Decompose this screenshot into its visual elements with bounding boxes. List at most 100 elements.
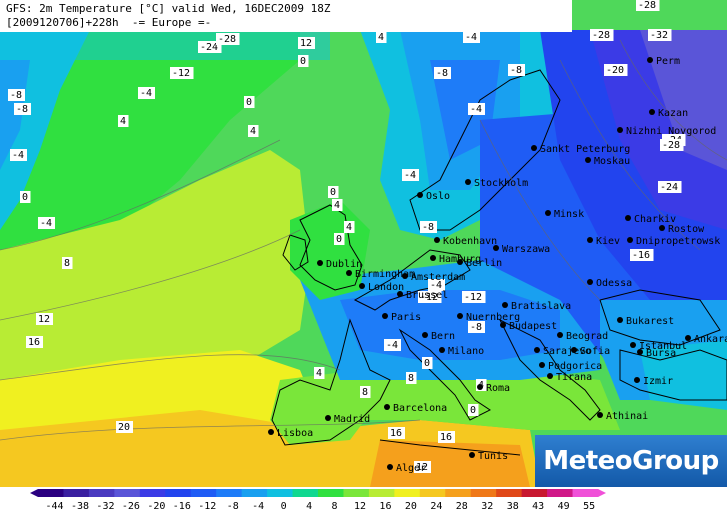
city-label: Athinai xyxy=(606,411,648,422)
isotherm-label: -24 xyxy=(200,42,218,53)
isotherm-label: -8 xyxy=(10,90,22,101)
city-label: Bern xyxy=(431,331,455,342)
scale-swatch xyxy=(139,489,166,497)
isotherm-label: -28 xyxy=(218,34,236,45)
isotherm-label: -16 xyxy=(632,250,650,261)
isotherm-label-box xyxy=(8,89,25,101)
isotherm-label-box xyxy=(38,217,55,229)
logo-text: MeteoGroup xyxy=(543,446,719,476)
temperature-map: 412-24-28-12-40-8-440-8-4048121620-28-32… xyxy=(0,0,727,487)
isotherm-label-box xyxy=(14,103,31,115)
city-dot xyxy=(325,415,331,421)
isotherm-label-box xyxy=(26,336,43,348)
atlantic-green-field xyxy=(0,30,300,270)
city-dot xyxy=(493,245,499,251)
city-label: Izmir xyxy=(643,376,673,387)
scale-label: 28 xyxy=(456,501,468,511)
meteogroup-logo: MeteoGroup xyxy=(535,435,727,487)
city-label: Stockholm xyxy=(474,178,528,189)
isotherm-label-box xyxy=(636,0,660,11)
isotherm-label-box xyxy=(420,221,437,233)
scale-swatch xyxy=(38,489,64,497)
city-dot xyxy=(617,127,623,133)
city-label: Rostow xyxy=(668,224,705,235)
city-label: Tunis xyxy=(478,451,508,462)
coastlines xyxy=(271,69,727,456)
scale-swatch xyxy=(88,489,115,497)
scale-label: 0 xyxy=(281,501,287,511)
isotherm-label-box xyxy=(468,103,485,115)
isotherm-label-box xyxy=(590,29,614,41)
isotherm-label-box xyxy=(438,431,455,443)
isotherm-label: 12 xyxy=(300,38,312,49)
city-label: Alger xyxy=(396,463,426,474)
isotherm-label-box xyxy=(216,33,240,45)
isotherm-label: -4 xyxy=(140,88,152,99)
isotherm-label: 20 xyxy=(118,422,130,433)
city-label: Perm xyxy=(656,56,680,67)
saharan-orange-field xyxy=(370,440,530,487)
isotherm-label: 8 xyxy=(408,373,414,384)
scale-label: -32 xyxy=(96,501,114,511)
city-dot xyxy=(477,384,483,390)
scale-label: -26 xyxy=(122,501,140,511)
scale-swatch xyxy=(165,489,192,497)
isotherm-label-box xyxy=(384,339,401,351)
scale-swatch xyxy=(547,489,574,497)
isotherm-label-box xyxy=(422,357,433,369)
isotherm-label-box xyxy=(298,37,315,49)
city-label: Milano xyxy=(448,346,484,357)
city-dot xyxy=(685,335,691,341)
city-dot xyxy=(649,109,655,115)
city-dot xyxy=(397,291,403,297)
isotherm-label-box xyxy=(630,249,654,261)
isotherm-label: -28 xyxy=(592,30,610,41)
scale-label: -12 xyxy=(198,501,216,511)
city-label: Birmingham xyxy=(355,269,415,280)
city-dot xyxy=(382,313,388,319)
city-label: Odessa xyxy=(596,278,632,289)
isotherm-label-box xyxy=(402,169,419,181)
city-dot xyxy=(430,255,436,261)
isotherm-label-box xyxy=(248,125,259,137)
scale-swatch xyxy=(470,489,497,497)
scale-label: 12 xyxy=(354,501,366,511)
isotherm-label: -8 xyxy=(470,322,482,333)
isotherm-label: -8 xyxy=(436,68,448,79)
isotherm-label: -12 xyxy=(172,68,190,79)
city-label: Charkiv xyxy=(634,214,676,225)
scale-swatches xyxy=(30,489,606,497)
city-dot xyxy=(627,237,633,243)
isotherm-label: -4 xyxy=(386,340,398,351)
scale-swatch xyxy=(394,489,421,497)
isotherm-label-box xyxy=(198,41,222,53)
scale-swatch xyxy=(521,489,548,497)
isotherm-label: -12 xyxy=(464,292,482,303)
scale-swatch xyxy=(241,489,268,497)
scale-label: -16 xyxy=(173,501,191,511)
city-label: Sarajevo xyxy=(543,346,591,357)
city-dot xyxy=(617,317,623,323)
city-label: Lisboa xyxy=(277,428,313,439)
map-header: GFS: 2m Temperature [°C] valid Wed, 16DE… xyxy=(0,0,572,32)
isotherm-label: 0 xyxy=(336,234,342,245)
city-label: Ankara xyxy=(694,334,727,345)
scale-label: 32 xyxy=(481,501,493,511)
city-dot xyxy=(502,302,508,308)
scale-swatch xyxy=(572,489,599,497)
city-label: Podgorica xyxy=(548,361,602,372)
city-label: Warszawa xyxy=(502,244,550,255)
isotherm-label-box xyxy=(660,139,684,151)
isotherm-label: 0 xyxy=(22,192,28,203)
city-label: Sofia xyxy=(580,346,610,357)
city-dot xyxy=(659,225,665,231)
isotherm-label-box xyxy=(360,386,371,398)
city-label: Beograd xyxy=(566,331,608,342)
isotherm-label-box xyxy=(468,404,479,416)
color-scale-bar: -44 -38 -32 -26 -20 -16 -12 -8 -4 0 4 8 12 16 20 24 28 32… xyxy=(0,487,727,511)
isotherm-label: -32 xyxy=(650,30,668,41)
isotherm-label: -4 xyxy=(12,150,24,161)
isotherm-label-box xyxy=(463,31,480,43)
isotherm-label-box xyxy=(604,64,628,76)
scale-label: 49 xyxy=(558,501,570,511)
